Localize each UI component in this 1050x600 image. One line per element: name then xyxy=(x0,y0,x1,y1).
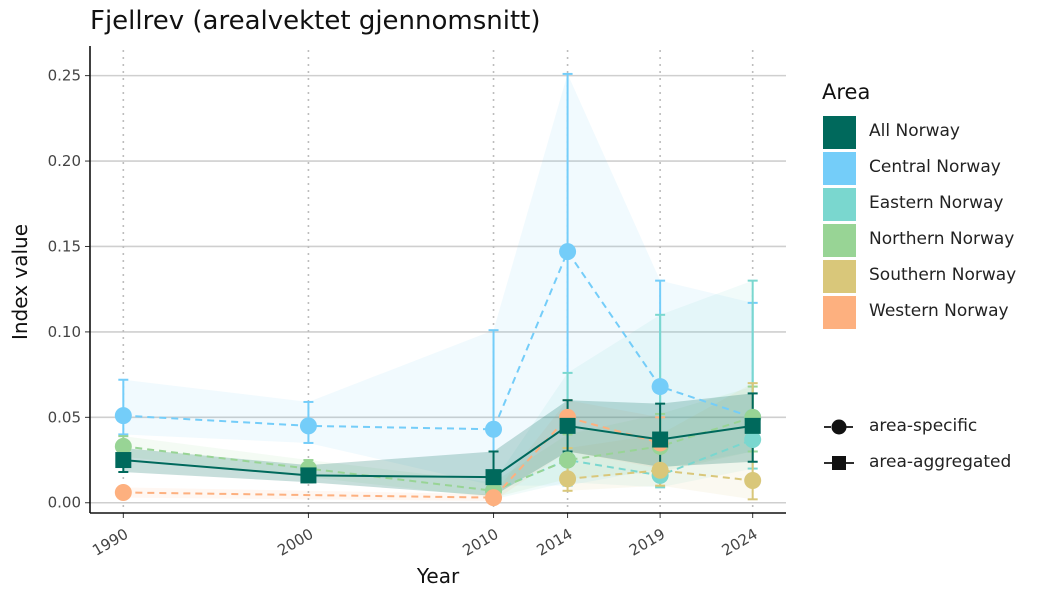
marker-all-norway xyxy=(744,417,761,434)
ribbon-eastern-norway xyxy=(493,280,753,500)
marker-eastern-norway xyxy=(744,431,762,449)
ribbons xyxy=(123,73,753,502)
legend-key-western-norway xyxy=(823,296,856,329)
y-tick-label: 0.10 xyxy=(48,323,81,341)
ribbon-northern-norway xyxy=(123,386,753,498)
marker-central-norway xyxy=(559,243,577,261)
marker-all-norway xyxy=(485,469,502,486)
chart-title: Fjellrev (arealvektet gjennomsnitt) xyxy=(90,6,541,36)
line-all-norway xyxy=(123,424,753,479)
line-southern-norway xyxy=(567,469,753,482)
legend-key-central-norway xyxy=(823,152,856,185)
legend-key-eastern-norway xyxy=(823,188,856,221)
x-tick-label: 1990 xyxy=(89,525,131,560)
legend-label-all-norway: All Norway xyxy=(869,121,960,141)
marker-western-norway xyxy=(114,483,132,501)
x-tick-label: 2024 xyxy=(719,525,761,560)
series-markers xyxy=(114,243,762,507)
marker-southern-norway xyxy=(559,470,577,488)
legend-title: Area xyxy=(822,80,871,104)
ribbon-western-norway xyxy=(123,400,661,502)
marker-central-norway xyxy=(114,407,132,425)
x-tick-label: 2019 xyxy=(626,525,668,560)
marker-southern-norway xyxy=(744,472,762,490)
x-axis-label: Year xyxy=(416,564,460,588)
legend-label-northern-norway: Northern Norway xyxy=(869,229,1015,249)
legend-label-western-norway: Western Norway xyxy=(869,301,1009,321)
legend-key-southern-norway xyxy=(823,260,856,293)
legend xyxy=(823,116,856,470)
line-western-norway xyxy=(123,416,661,499)
marker-northern-norway xyxy=(114,437,132,455)
marker-all-norway xyxy=(559,417,576,434)
marker-southern-norway xyxy=(651,461,669,479)
y-tick-label: 0.25 xyxy=(48,67,81,85)
marker-central-norway xyxy=(485,420,503,438)
legend-label-central-norway: Central Norway xyxy=(869,157,1001,177)
marker-western-norway xyxy=(485,489,503,507)
marker-all-norway xyxy=(300,467,317,484)
legend-key-area-specific xyxy=(831,419,847,435)
legend-key-northern-norway xyxy=(823,224,856,257)
marker-northern-norway xyxy=(559,451,577,469)
x-tick-label: 2014 xyxy=(534,525,576,560)
marker-central-norway xyxy=(651,378,669,396)
legend-label-area-aggregated: area-aggregated xyxy=(869,452,1012,472)
y-tick-label: 0.15 xyxy=(48,237,81,255)
y-tick-label: 0.05 xyxy=(48,408,81,426)
series-lines xyxy=(123,249,754,499)
marker-central-norway xyxy=(299,417,317,435)
y-tick-label: 0.20 xyxy=(48,152,81,170)
line-northern-norway xyxy=(123,416,753,492)
x-tick-label: 2000 xyxy=(274,525,316,560)
legend-key-area-aggregated xyxy=(832,456,846,470)
legend-label-eastern-norway: Eastern Norway xyxy=(869,193,1004,213)
marker-all-norway xyxy=(115,452,132,469)
legend-key-all-norway xyxy=(823,116,856,149)
y-tick-label: 0.00 xyxy=(48,494,81,512)
legend-label-southern-norway: Southern Norway xyxy=(869,265,1017,285)
legend-label-area-specific: area-specific xyxy=(869,416,978,436)
ribbon-all-norway xyxy=(123,393,753,496)
x-tick-label: 2010 xyxy=(459,525,501,560)
marker-all-norway xyxy=(652,431,669,448)
ribbon-central-norway xyxy=(123,73,753,486)
y-axis-label: Index value xyxy=(8,224,32,340)
